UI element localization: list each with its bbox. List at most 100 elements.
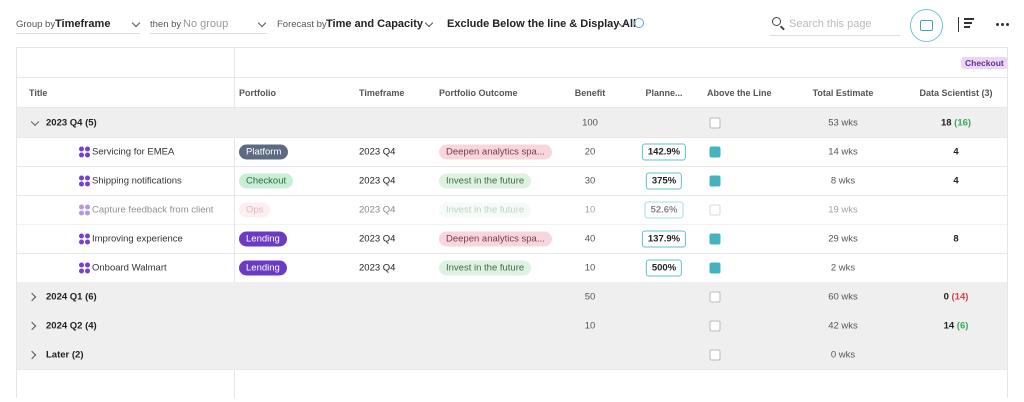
above-checkbox[interactable]	[709, 204, 721, 215]
sort-line	[964, 26, 970, 28]
info-icon[interactable]	[634, 18, 644, 28]
item-data-scientist: 4	[953, 175, 959, 186]
icon-dot	[79, 268, 84, 273]
ds-delta: (6)	[956, 320, 969, 331]
portfolio-pill: Ops	[239, 202, 271, 217]
icon-dot	[79, 262, 84, 267]
tag-chip: Checkout	[961, 57, 1007, 69]
icon-dot	[85, 204, 90, 209]
planned-value: 142.9%	[641, 143, 687, 160]
icon-dot	[79, 181, 84, 186]
above-checkbox[interactable]	[709, 233, 721, 244]
column-header: Benefit	[574, 87, 606, 98]
column-header: Portfolio Outcome	[439, 87, 518, 98]
item-benefit: 40	[584, 233, 596, 244]
group-by-label: Group by	[16, 19, 56, 30]
item-data-scientist: 8	[953, 233, 959, 244]
item-title[interactable]: Shipping notifications	[92, 175, 182, 186]
item-title[interactable]: Improving experience	[92, 233, 183, 244]
above-checkbox[interactable]	[709, 291, 721, 302]
sort-icon[interactable]	[958, 17, 962, 32]
column-header: Above the Line	[707, 87, 772, 98]
expand-chevron[interactable]	[27, 321, 37, 330]
view-button[interactable]	[910, 9, 943, 42]
outcome-pill: Deepen analytics spa...	[439, 231, 552, 246]
expand-chevron[interactable]	[30, 117, 40, 126]
group-name: Later (2)	[46, 349, 84, 360]
icon-dot	[85, 181, 90, 186]
icon-dot	[85, 239, 90, 244]
filter-value[interactable]: Exclude Below the line & Display All	[447, 18, 637, 30]
item-timeframe: 2023 Q4	[359, 204, 396, 215]
item-icon	[79, 262, 90, 273]
ds-total: 0	[943, 291, 952, 302]
item-row: Onboard Walmart Lending 2023 Q4 Invest in t…	[17, 253, 1007, 283]
group-name: 2023 Q4 (5)	[46, 117, 97, 128]
icon-dot	[85, 233, 90, 238]
caret[interactable]	[257, 18, 267, 28]
portfolio-pill: Checkout	[239, 173, 294, 188]
item-row: Servicing for EMEA Platform 2023 Q4 Deepen …	[17, 137, 1007, 167]
expand-chevron[interactable]	[27, 350, 37, 359]
more-dot	[1001, 23, 1004, 26]
ds-total: 18	[940, 117, 955, 128]
group-data-scientist: 14 (6)	[944, 320, 969, 331]
icon-dot	[79, 152, 84, 157]
top-header-line	[17, 77, 1007, 78]
outcome-pill: Invest in the future	[439, 260, 532, 275]
more-dot	[1006, 23, 1009, 26]
above-checkbox[interactable]	[709, 117, 721, 128]
item-estimate: 14 wks	[828, 146, 858, 157]
item-row: Shipping notifications Checkout 2023 Q4 Inv…	[17, 166, 1007, 196]
above-checkbox[interactable]	[709, 349, 721, 360]
column-header: Data Scientist (3)	[919, 87, 993, 98]
item-benefit: 30	[584, 175, 596, 186]
planned-value: 137.9%	[641, 230, 687, 247]
item-timeframe: 2023 Q4	[359, 175, 396, 186]
header-row: Title Portfolio Timeframe Portfolio Outcome…	[17, 78, 1007, 108]
column-header: Timeframe	[359, 87, 405, 98]
above-checkbox[interactable]	[709, 262, 721, 273]
group-name: 2024 Q1 (6)	[46, 291, 97, 302]
forecast-value[interactable]: Time and Capacity	[326, 18, 423, 30]
above-checkbox[interactable]	[709, 320, 721, 331]
caret[interactable]	[131, 18, 141, 28]
then-by-value[interactable]: No group	[183, 18, 229, 30]
search-placeholder[interactable]: Search this page	[789, 18, 872, 30]
caret[interactable]	[424, 18, 434, 28]
group-data-scientist: 18 (16)	[941, 117, 971, 128]
item-icon	[79, 146, 90, 157]
item-estimate: 2 wks	[830, 262, 856, 273]
item-estimate: 8 wks	[830, 175, 856, 186]
column-header: Title	[29, 87, 48, 98]
group-row: Later (2) 0 wks	[17, 340, 1007, 370]
above-checkbox[interactable]	[709, 175, 721, 186]
group-benefit: 10	[584, 320, 596, 331]
item-data-scientist: 4	[953, 146, 959, 157]
group-by-value[interactable]: Timeframe	[55, 18, 111, 30]
column-divider	[234, 48, 235, 398]
column-header: Total Estimate	[812, 87, 874, 98]
group-estimate: 0 wks	[830, 349, 856, 360]
icon-dot	[85, 210, 90, 215]
item-title[interactable]: Servicing for EMEA	[92, 146, 175, 157]
ds-total: 14	[943, 320, 957, 331]
item-title[interactable]: Onboard Walmart	[92, 262, 167, 273]
icon-dot	[79, 210, 84, 215]
icon-dot	[79, 146, 84, 151]
item-title[interactable]: Capture feedback from client	[92, 204, 214, 215]
table: Checkout Title Portfolio Timeframe Portfolio…	[16, 47, 1008, 398]
icon-dot	[85, 268, 90, 273]
item-icon	[79, 233, 90, 244]
icon-dot	[85, 152, 90, 157]
expand-chevron[interactable]	[27, 292, 37, 301]
group-row: 2024 Q1 (6) 50 60 wks 0 (14)	[17, 282, 1007, 312]
portfolio-pill: Lending	[239, 231, 287, 246]
icon-dot	[79, 175, 84, 180]
planned-value: 375%	[645, 172, 683, 189]
sort-line	[964, 18, 974, 20]
above-checkbox[interactable]	[709, 146, 721, 157]
planned-value: 52.6%	[644, 201, 684, 218]
more-dot	[996, 23, 999, 26]
item-timeframe: 2023 Q4	[359, 146, 396, 157]
